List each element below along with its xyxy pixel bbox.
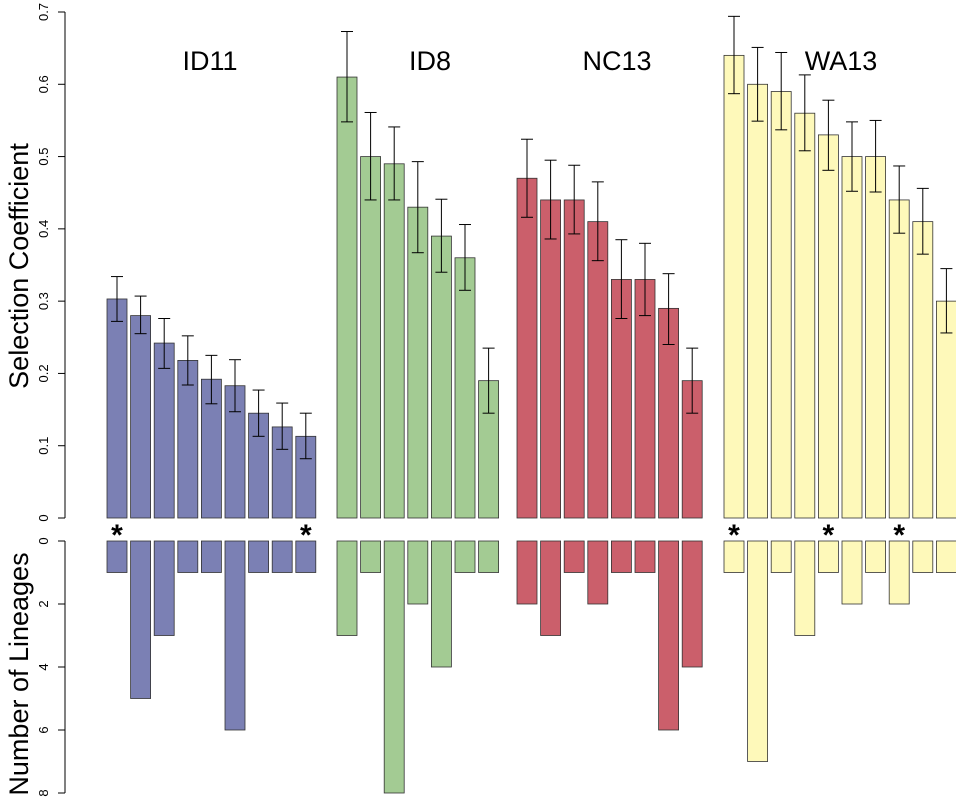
selection-bar (130, 315, 152, 519)
significance-star: * (728, 519, 740, 552)
bottom-axis-tick-label: 6 (36, 726, 51, 733)
lineage-bar (454, 540, 476, 573)
lineage-bar (383, 540, 405, 794)
selection-bar (106, 298, 128, 519)
group-label: WA13 (805, 46, 878, 76)
selection-bar (747, 83, 768, 519)
top-axis-tick-label: 0.6 (36, 75, 51, 93)
selection-bar (430, 235, 452, 519)
significance-star: * (823, 519, 835, 552)
lineage-bar (658, 540, 679, 731)
selection-bar (383, 163, 405, 519)
lineage-bar (516, 540, 538, 605)
lineage-bar (130, 540, 152, 699)
bottom-y-axis-title: Number of Lineages (4, 552, 34, 795)
group-nc13: NC13 (516, 46, 703, 731)
lineage-bar (407, 540, 429, 605)
group-label: NC13 (582, 46, 651, 76)
selection-bar (587, 221, 609, 519)
selection-bar (454, 257, 476, 519)
lineage-bar (818, 540, 839, 573)
lineage-bar (634, 540, 656, 573)
significance-star: * (300, 519, 312, 552)
lineage-bar (430, 540, 452, 668)
top-axis-tick-label: 0.7 (36, 3, 51, 21)
top-axis-tick-label: 0.5 (36, 148, 51, 166)
lineage-bar (936, 540, 956, 573)
lineage-bar (248, 540, 270, 573)
bottom-axis-tick-label: 4 (36, 663, 51, 670)
group-wa13: WA13 * * * (723, 15, 956, 762)
lineage-bar (912, 540, 934, 573)
top-y-axis: 0 0.1 0.2 0.3 0.4 0.5 0.6 0.7 (36, 3, 66, 522)
lineage-bar (611, 540, 632, 573)
lineage-bar (478, 540, 500, 573)
selection-bar (912, 221, 934, 519)
lineage-bar (224, 540, 246, 731)
bottom-axis-tick-label: 8 (36, 789, 51, 796)
lineage-bar (336, 540, 358, 636)
selection-bar (563, 199, 585, 519)
group-label: ID11 (182, 46, 237, 76)
lineage-bar (723, 540, 745, 573)
lineage-bar (841, 540, 863, 605)
selection-bar (841, 156, 863, 519)
lineage-bar (888, 540, 910, 605)
top-axis-tick-label: 0.2 (36, 364, 51, 382)
selection-bar (540, 199, 561, 519)
group-id8: ID8 (336, 31, 500, 794)
lineage-bar (865, 540, 886, 573)
lineage-bar (681, 540, 703, 668)
selection-bar (865, 156, 886, 519)
top-axis-tick-label: 0.4 (36, 220, 51, 238)
top-axis-tick-label: 0.3 (36, 292, 51, 310)
lineage-bar (153, 540, 175, 636)
selection-bar (723, 54, 745, 519)
selection-bar (153, 342, 175, 519)
bar-groups: ID11 * * ID8 NC13 WA13 * * * (106, 15, 956, 794)
selection-bar (336, 76, 358, 519)
top-axis-tick-label: 0 (36, 514, 51, 521)
lineage-bar (747, 540, 768, 762)
lineage-bar (106, 540, 128, 573)
selection-bar (770, 91, 792, 519)
selection-bar (360, 156, 382, 519)
lineage-bar (587, 540, 609, 605)
selection-bar (516, 177, 538, 519)
lineage-bar (563, 540, 585, 573)
selection-bar (794, 112, 816, 519)
lineage-bar (540, 540, 561, 636)
lineage-bar (360, 540, 382, 573)
lineage-bar (794, 540, 816, 636)
lineage-bar (295, 540, 317, 573)
significance-star: * (893, 519, 905, 552)
selection-bar (818, 134, 839, 519)
selection-bar (888, 199, 910, 519)
group-label: ID8 (409, 46, 451, 76)
group-id11: ID11 * * (106, 46, 317, 731)
bottom-axis-tick-label: 2 (36, 600, 51, 607)
significance-star: * (111, 519, 123, 552)
bottom-axis-tick-label: 0 (36, 537, 51, 544)
top-y-axis-title: Selection Coefficient (4, 143, 34, 389)
selection-bar (407, 206, 429, 519)
lineage-bar (271, 540, 293, 573)
lineage-bar (177, 540, 199, 573)
selection-bar (936, 300, 956, 519)
bottom-y-axis: 0 2 4 6 8 (36, 537, 66, 797)
lineage-bar (200, 540, 222, 573)
lineage-bar (770, 540, 792, 573)
top-axis-tick-label: 0.1 (36, 437, 51, 455)
